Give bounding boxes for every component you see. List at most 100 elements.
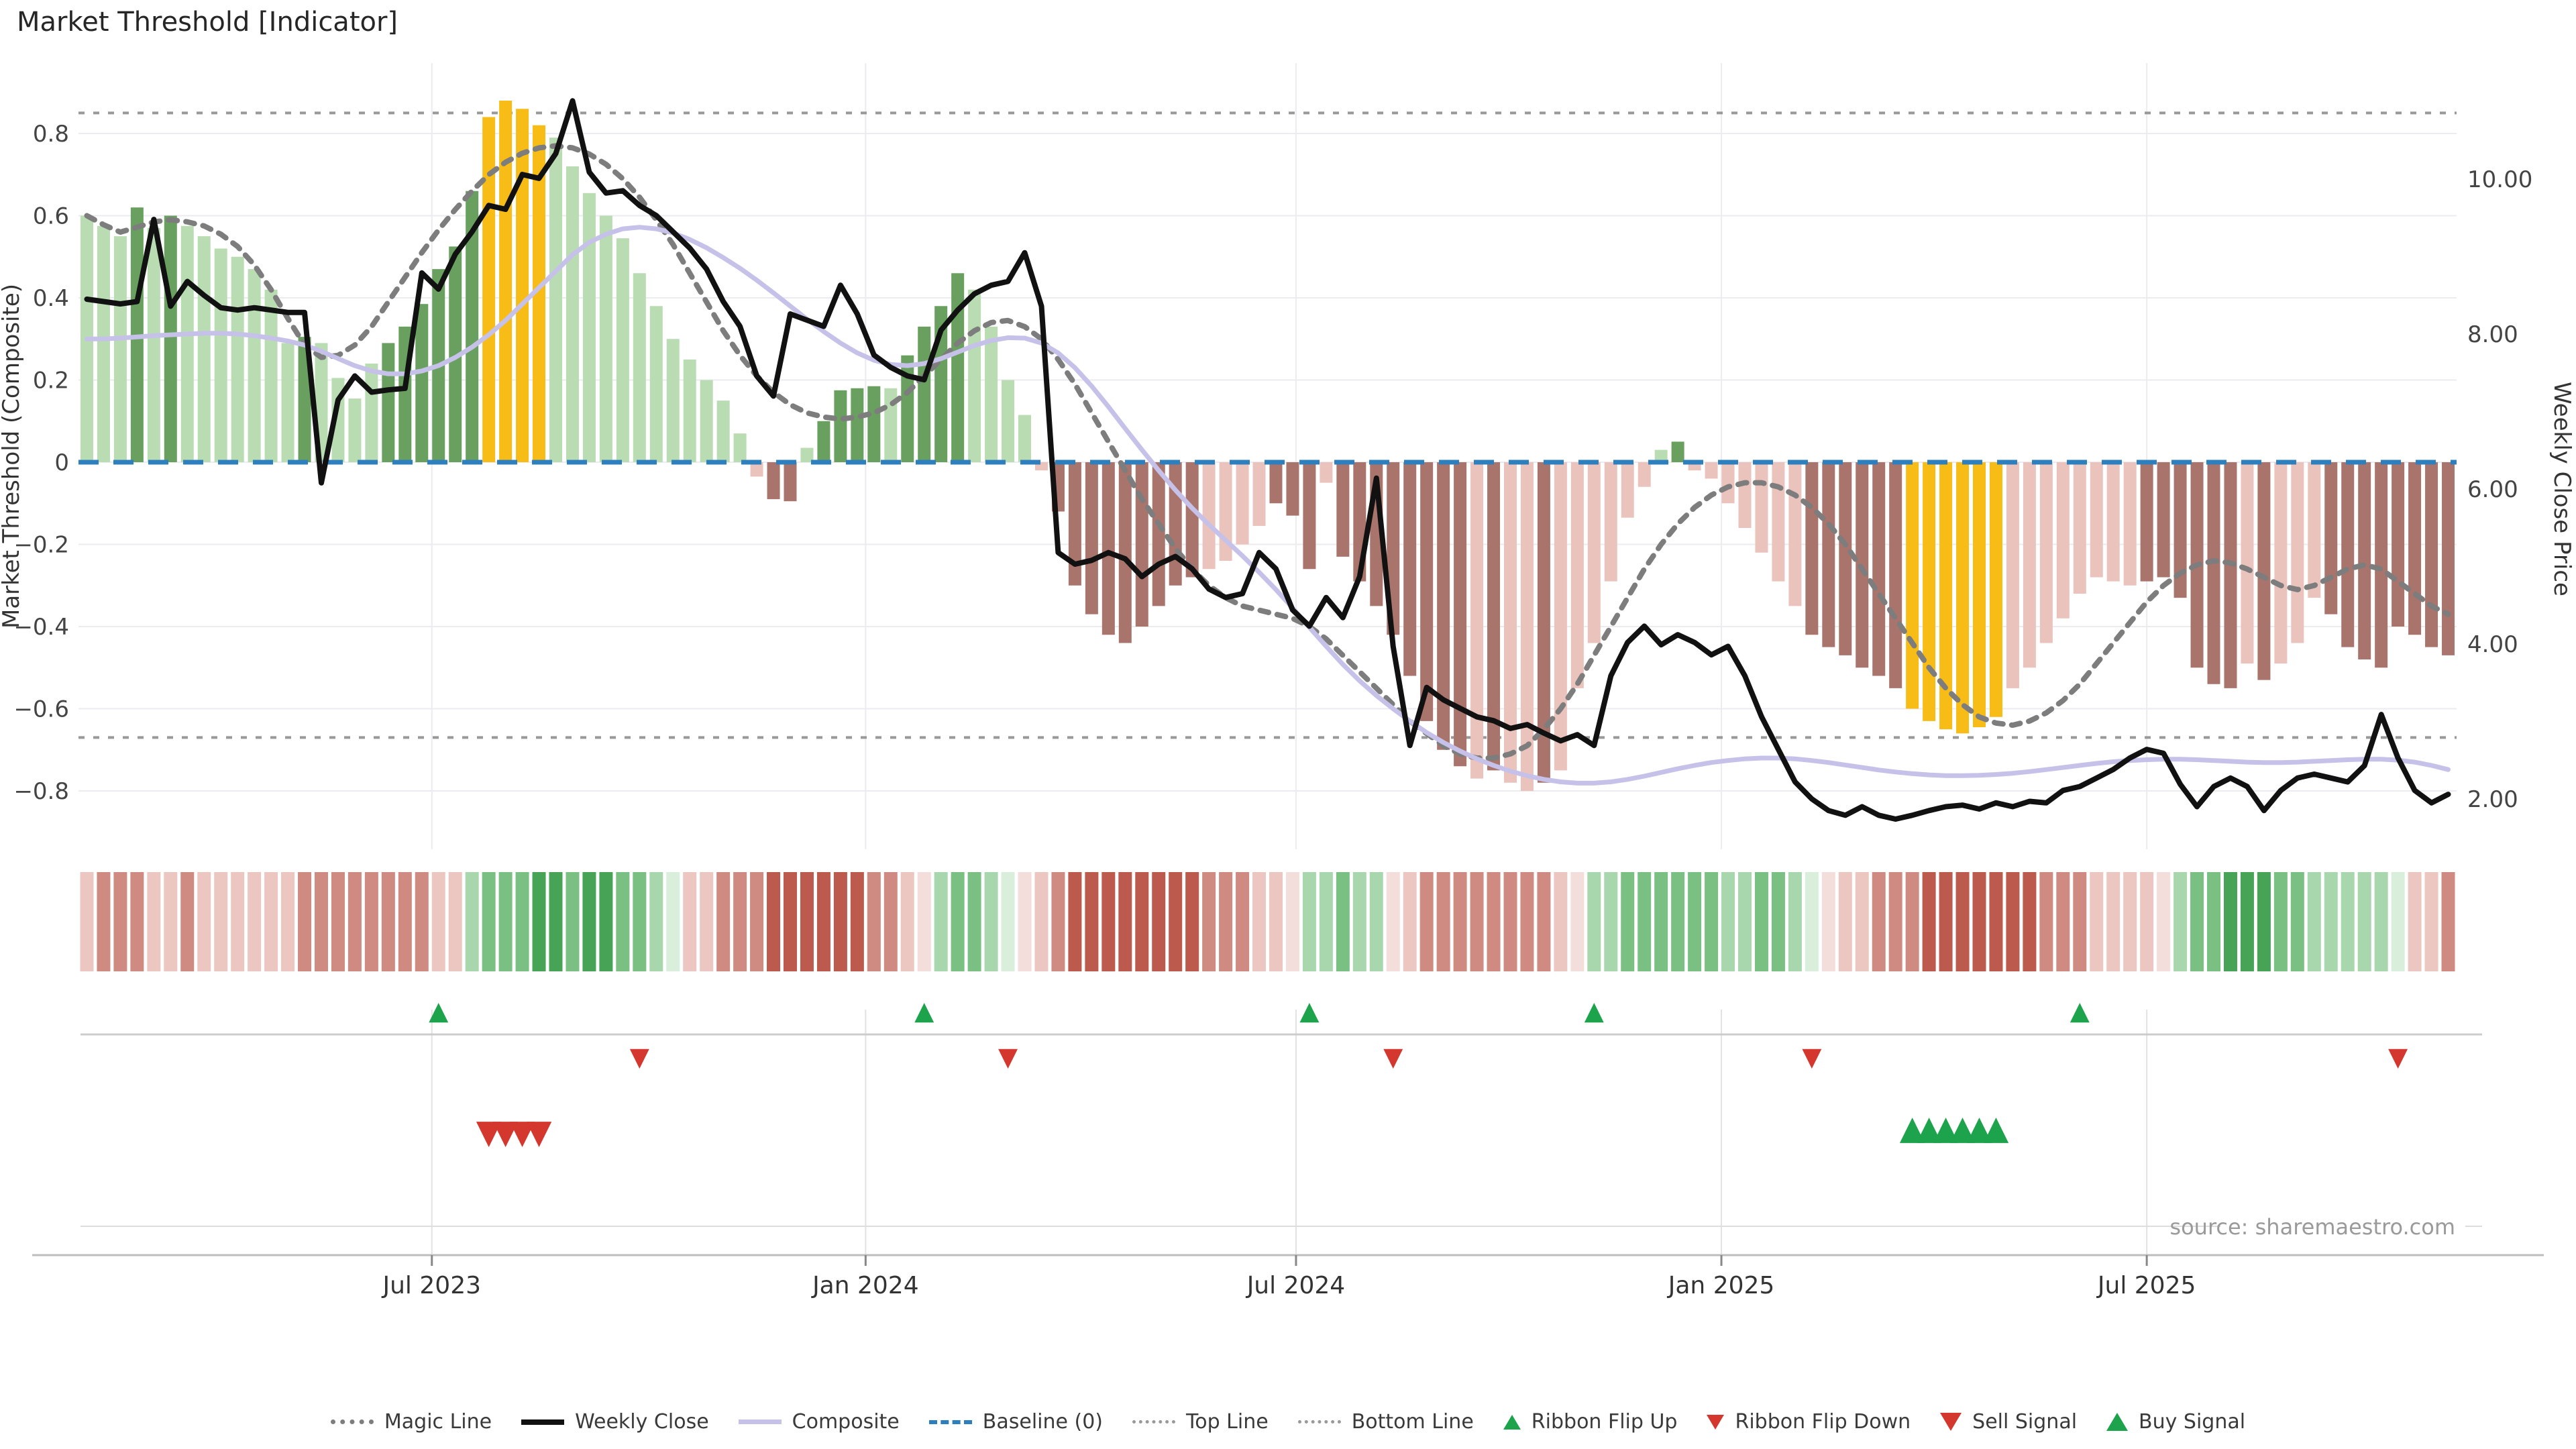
ribbon-cell [1705,872,1719,971]
threshold-bar [2408,462,2422,635]
ribbon-cell [1503,872,1517,971]
threshold-bar [649,306,663,462]
threshold-bar [1303,462,1316,570]
ribbon-cell [1302,872,1316,971]
ribbon-flip-up-marker [1299,1003,1320,1023]
ribbon-cell [1771,872,1785,971]
ribbon-flip-up-marker [429,1003,449,1023]
threshold-bar [1839,462,1852,655]
threshold-bar [1671,441,1684,462]
ribbon-cell [2424,872,2438,971]
threshold-bar [533,125,546,462]
ribbon-cell [1185,872,1199,971]
threshold-bar [2023,462,2036,668]
ribbon-cell [1403,872,1417,971]
ribbon-cell [1252,872,1267,971]
threshold-bar [2425,462,2438,647]
ribbon-cell [1922,872,1936,971]
ribbon-cell [833,872,847,971]
ribbon-cell [2290,872,2304,971]
threshold-bar [1587,462,1601,643]
threshold-bar [633,273,646,462]
threshold-bar [1621,462,1634,518]
ribbon-cell [431,872,445,971]
threshold-bar [2291,462,2304,643]
threshold-bar [2106,462,2120,582]
threshold-bar [1286,462,1299,516]
threshold-bar [884,388,898,462]
ribbon-cell [1068,872,1082,971]
threshold-bar [683,359,696,462]
magic-line-layer [84,143,2451,761]
ribbon-cell [1972,872,1986,971]
ribbon-cell [582,872,596,971]
left-axis-tick-label: 0.2 [33,367,69,394]
threshold-bar [1420,462,1434,721]
ribbon-cell [1319,872,1333,971]
threshold-bar [1805,462,1819,635]
ribbon-cell [314,872,328,971]
x-axis-tick-label: Jul 2025 [2096,1272,2196,1299]
ribbon-cell [816,872,830,971]
triangle-down-icon [1940,1413,1962,1431]
axis-tick-labels: 0.8 0.6 0.4 0.2 0 −0.2 −0.4 −0.6 −0.8 10.00 8.00 6.… [13,121,2532,1299]
left-axis-tick-label: −0.6 [13,696,69,722]
ribbon-cell [448,872,462,971]
threshold-bar [1788,462,1802,606]
ribbon-flip-down-marker [1383,1049,1403,1069]
ribbon-cell [850,872,864,971]
threshold-bar [2375,462,2388,668]
x-axis-tick-label: Jul 2024 [1246,1272,1346,1299]
threshold-bar [716,400,730,462]
threshold-bar [1085,462,1098,614]
ribbon-cell [1888,872,1902,971]
ribbon-cell [2157,872,2171,971]
threshold-bar [851,388,864,462]
ribbon-flip-down-marker [2388,1049,2408,1069]
threshold-bar [1002,380,1015,462]
ribbon-flip-up-marker [2070,1003,2090,1023]
ribbon-cell [666,872,680,971]
threshold-bar [1454,462,1467,767]
threshold-bar [482,117,496,462]
threshold-bar [2140,462,2153,582]
solid-line-icon [738,1419,782,1424]
ribbon-cell [1989,872,2003,971]
threshold-bar [1772,462,1785,582]
ribbon-cell [1737,872,1752,971]
ribbon-cell [1838,872,1852,971]
buy-signal-marker [1933,1118,1959,1143]
ribbon-cell [1152,872,1166,971]
ribbon-cell [1018,872,1032,971]
legend-item-weekly-close: Weekly Close [521,1410,709,1434]
composite-line-layer [85,225,2451,786]
ribbon-cell [482,872,496,971]
legend-item-sell-signal: Sell Signal [1940,1410,2077,1434]
left-axis-tick-label: 0 [54,449,69,476]
ribbon-cell [1805,872,1819,971]
ribbon-cell [2441,872,2455,971]
threshold-bar [1520,462,1534,791]
triangle-up-icon [1503,1414,1521,1430]
threshold-bar [365,364,378,462]
threshold-bar [901,355,914,462]
ribbon-cell [2073,872,2087,971]
threshold-bar [1906,462,1919,709]
ribbon-cell [515,872,529,971]
ribbon-cell [398,872,412,971]
ribbon-cell [867,872,881,971]
plot-layers: 0.8 0.6 0.4 0.2 0 −0.2 −0.4 −0.6 −0.8 10.00 8.00 6.… [13,63,2544,1299]
threshold-bar [1721,462,1735,504]
ribbon-cell [1754,872,1768,971]
buy-signal-marker [1916,1118,1942,1143]
threshold-bar [2056,462,2070,619]
threshold-bar [2006,462,2019,688]
buy-signal-marker [1983,1118,2009,1143]
legend-label: Ribbon Flip Down [1735,1410,1911,1434]
threshold-bar [264,289,278,462]
ribbon-cell [2006,872,2020,971]
x-axis-tick-label: Jul 2023 [382,1272,482,1299]
threshold-bar [2308,462,2321,598]
ribbon-cell [1905,872,1919,971]
